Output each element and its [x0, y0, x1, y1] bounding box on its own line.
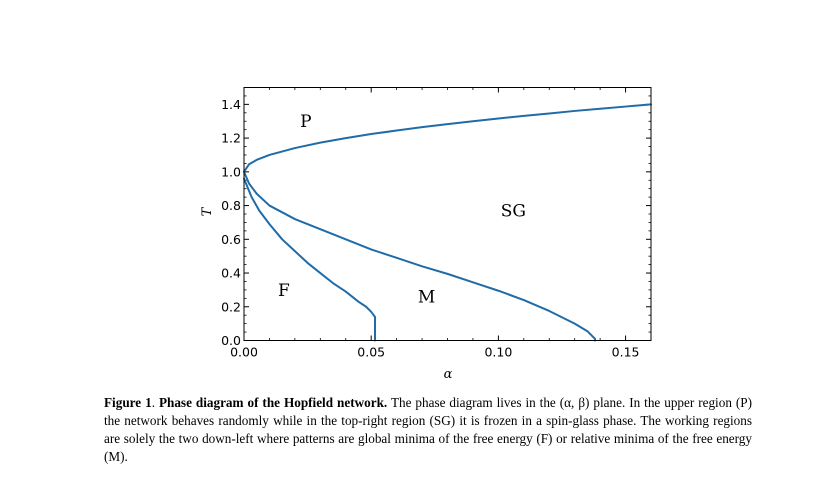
caption-separator: . [151, 395, 159, 410]
x-tick-label: 0.05 [357, 345, 385, 360]
y-tick-label: 1.0 [221, 164, 241, 179]
series-line-3 [243, 177, 376, 342]
caption-figure-label: Figure 1 [104, 395, 152, 410]
figure-caption: Figure 1. Phase diagram of the Hopfield … [104, 394, 752, 466]
region-label-f: F [278, 281, 290, 301]
y-tick-label: 0.0 [221, 333, 241, 348]
region-label-p: P [300, 112, 311, 132]
y-axis-label: T [200, 206, 215, 216]
y-tick-label: 0.2 [221, 299, 241, 314]
region-label-m: M [418, 288, 435, 308]
x-axis-label: α [444, 367, 453, 382]
series-lines [243, 103, 652, 342]
chart-svg: 0.00 0.05 0.10 0.15 0.0 0.2 0.4 0.6 0.8 1.0 1.2 1.4… [200, 87, 652, 382]
series-line-1 [243, 103, 652, 173]
plot-frame [243, 87, 652, 341]
y-tick-label: 1.2 [221, 131, 241, 146]
x-tick-label: 0.15 [612, 345, 640, 360]
y-tick-label: 1.4 [221, 97, 241, 112]
x-tick-label: 0.10 [484, 345, 512, 360]
x-tick-label: 0.00 [230, 345, 258, 360]
chart: 0.00 0.05 0.10 0.15 0.0 0.2 0.4 0.6 0.8 1.0 1.2 1.4… [200, 87, 652, 382]
tick-labels: 0.00 0.05 0.10 0.15 0.0 0.2 0.4 0.6 0.8 1.0 1.2 1.4 [221, 97, 639, 360]
region-labels: P SG F M [278, 112, 526, 307]
caption-text: The phase diagram lives in the (α, β) pl… [104, 395, 752, 464]
y-tick-label: 0.6 [221, 232, 241, 247]
caption-bold-title: Phase diagram of the Hopfield network. [158, 395, 388, 410]
y-tick-label: 0.8 [221, 198, 241, 213]
series-line-2 [243, 170, 597, 342]
y-tick-label: 0.4 [221, 266, 241, 281]
region-label-sg: SG [501, 202, 526, 222]
